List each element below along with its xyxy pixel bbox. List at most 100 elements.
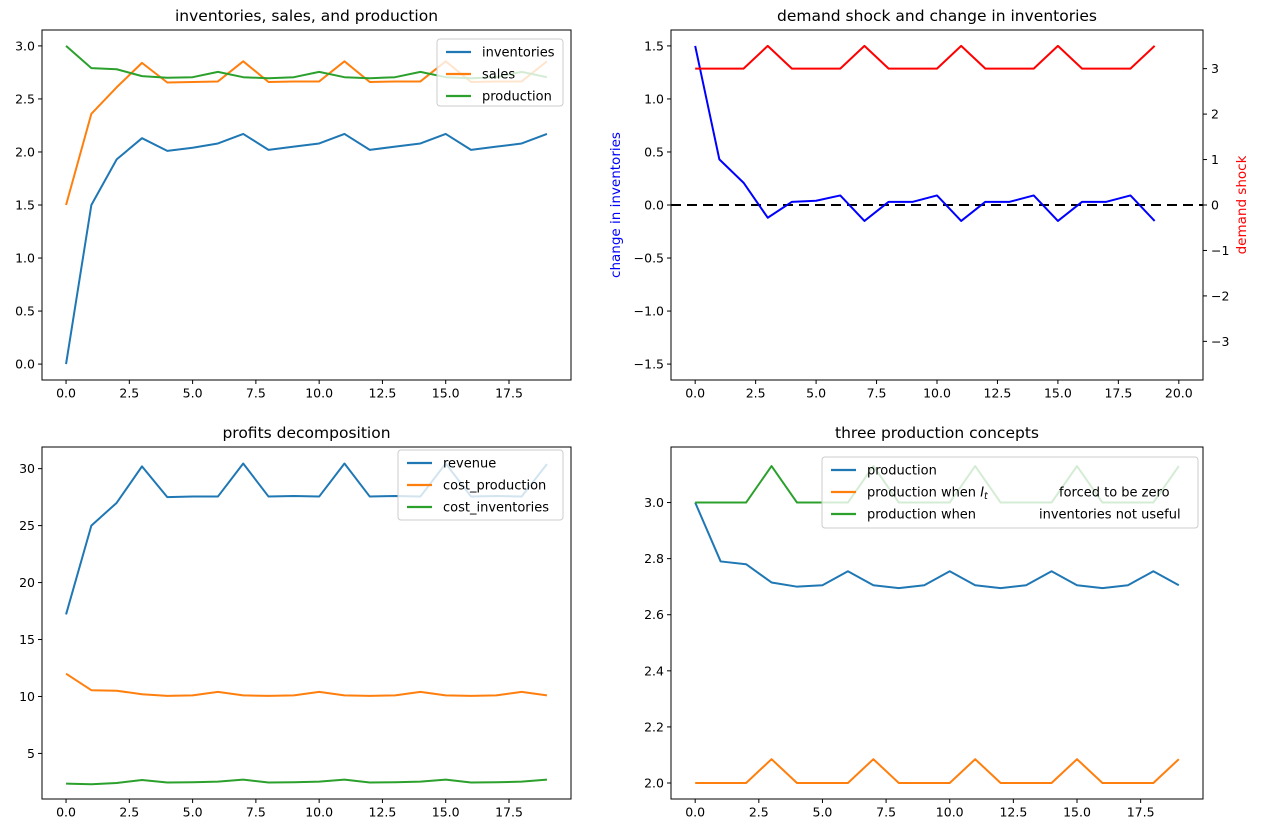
chart-title: profits decomposition bbox=[222, 424, 390, 442]
x-tick-label: 2.5 bbox=[119, 805, 139, 820]
series-line-production bbox=[694, 502, 1180, 590]
x-tick-label: 0.0 bbox=[56, 805, 76, 820]
legend-label: production when It forced to be zero bbox=[867, 486, 1170, 503]
x-tick-label: 15.0 bbox=[432, 386, 460, 401]
y-tick-label: −1.5 bbox=[634, 357, 664, 372]
legend-label: cost_inventories bbox=[443, 501, 549, 516]
y-tick-label: 2.0 bbox=[644, 776, 664, 791]
right-axis-label: demand shock bbox=[1234, 155, 1250, 254]
chart-title: inventories, sales, and production bbox=[175, 7, 438, 25]
axes-spines bbox=[41, 446, 572, 800]
legend-label: inventories bbox=[482, 46, 555, 61]
x-tick-label: 5.0 bbox=[806, 386, 826, 401]
legend-label: production when inventories not useful bbox=[867, 508, 1181, 523]
x-tick-label: 7.5 bbox=[246, 386, 266, 401]
legend-label: revenue bbox=[443, 457, 496, 472]
legend-label: production bbox=[482, 90, 552, 105]
legend-label: production bbox=[867, 464, 937, 479]
subplot-demand-shock-change-in-inventories: demand shock and change in inventories 0.… bbox=[608, 7, 1250, 401]
left-axis-label: change in inventories bbox=[608, 132, 624, 278]
y-tick-label: 20 bbox=[19, 575, 35, 590]
x-tick-label: 2.5 bbox=[746, 386, 766, 401]
x-tick-label: 5.0 bbox=[183, 805, 203, 820]
x-tick-label: 15.0 bbox=[432, 805, 460, 820]
y-tick-label: 3.0 bbox=[644, 495, 664, 510]
right-y-tick-label: 2 bbox=[1211, 107, 1219, 122]
y-tick-label: 5 bbox=[27, 746, 35, 761]
y-tick-label: 1.0 bbox=[644, 91, 664, 106]
legend-box bbox=[397, 449, 564, 521]
x-tick-label: 10.0 bbox=[305, 386, 333, 401]
y-tick-label: 0.0 bbox=[15, 357, 35, 372]
x-tick-label: 10.0 bbox=[936, 805, 964, 820]
x-tick-label: 5.0 bbox=[813, 805, 833, 820]
series-line-change-in-inventories bbox=[694, 45, 1156, 222]
x-tick-label: 12.5 bbox=[984, 386, 1012, 401]
y-tick-label: 2.2 bbox=[644, 719, 664, 734]
y-tick-label: 25 bbox=[19, 518, 35, 533]
x-tick-label: 5.0 bbox=[183, 386, 203, 401]
x-tick-label: 17.5 bbox=[1127, 805, 1155, 820]
x-tick-label: 12.5 bbox=[999, 805, 1027, 820]
x-tick-label: 0.0 bbox=[685, 805, 705, 820]
x-tick-label: 10.0 bbox=[923, 386, 951, 401]
y-tick-label: −1.0 bbox=[634, 304, 664, 319]
y-tick-label: 10 bbox=[19, 689, 35, 704]
legend-label: sales bbox=[482, 68, 515, 83]
y-tick-label: 3.0 bbox=[15, 38, 35, 53]
chart-title: demand shock and change in inventories bbox=[777, 7, 1097, 25]
x-tick-label: 15.0 bbox=[1044, 386, 1072, 401]
x-tick-label: 7.5 bbox=[246, 805, 266, 820]
y-tick-label: 0.5 bbox=[15, 304, 35, 319]
legend-label: cost_production bbox=[443, 479, 546, 494]
x-tick-label: 17.5 bbox=[495, 805, 523, 820]
x-tick-label: 2.5 bbox=[749, 805, 769, 820]
subplot-inventories-sales-production: inventories, sales, and production 0.0 2.5… bbox=[15, 7, 572, 401]
y-tick-label: 0.0 bbox=[644, 198, 664, 213]
y-tick-label: 1.5 bbox=[644, 38, 664, 53]
y-tick-label: 30 bbox=[19, 461, 35, 476]
legend: inventories sales production bbox=[436, 38, 564, 107]
x-tick-label: 7.5 bbox=[867, 386, 887, 401]
x-tick-label: 17.5 bbox=[495, 386, 523, 401]
series-line-cost-production bbox=[65, 672, 548, 697]
series-line-cost-inventories bbox=[66, 778, 548, 786]
x-tick-label: 15.0 bbox=[1063, 805, 1091, 820]
series-line-demand-shock bbox=[695, 44, 1156, 70]
x-tick-label: 17.5 bbox=[1104, 386, 1132, 401]
subplot-profits-decomposition: profits decomposition 0.0 2.5 5.0 7.5 10.0 12.… bbox=[19, 424, 572, 820]
x-tick-label: 12.5 bbox=[369, 386, 397, 401]
y-tick-label: 2.0 bbox=[15, 144, 35, 159]
legend-box bbox=[821, 456, 1199, 529]
x-tick-label: 2.5 bbox=[119, 386, 139, 401]
legend-box bbox=[436, 38, 564, 107]
x-tick-label: 12.5 bbox=[369, 805, 397, 820]
axes-spines bbox=[670, 446, 1204, 800]
right-y-tick-label: 1 bbox=[1211, 152, 1219, 167]
y-tick-label: 2.8 bbox=[644, 551, 664, 566]
y-tick-label: 1.0 bbox=[15, 251, 35, 266]
right-y-tick-label: 3 bbox=[1211, 61, 1219, 76]
legend: production production when It forced to be… bbox=[821, 456, 1199, 529]
right-y-tick-label: 0 bbox=[1211, 198, 1219, 213]
x-tick-label: 7.5 bbox=[876, 805, 896, 820]
x-tick-label: 0.0 bbox=[56, 386, 76, 401]
right-y-tick-label: −2 bbox=[1211, 288, 1229, 303]
y-tick-label: 15 bbox=[19, 632, 35, 647]
y-tick-label: −0.5 bbox=[634, 251, 664, 266]
y-tick-label: 0.5 bbox=[644, 144, 664, 159]
series-line-inventories bbox=[65, 132, 548, 365]
y-tick-label: 2.4 bbox=[644, 663, 664, 678]
legend: revenue cost_production cost_inventories bbox=[397, 449, 564, 521]
series-line-production-when-i-t-forced-to-be-zero bbox=[695, 758, 1180, 785]
y-tick-label: 2.6 bbox=[644, 607, 664, 622]
right-y-tick-label: −1 bbox=[1211, 243, 1229, 258]
chart-title: three production concepts bbox=[835, 424, 1039, 442]
x-tick-label: 20.0 bbox=[1165, 386, 1193, 401]
x-tick-label: 10.0 bbox=[305, 805, 333, 820]
right-y-tick-label: −3 bbox=[1211, 334, 1229, 349]
y-tick-label: 2.5 bbox=[15, 91, 35, 106]
x-tick-label: 0.0 bbox=[685, 386, 705, 401]
